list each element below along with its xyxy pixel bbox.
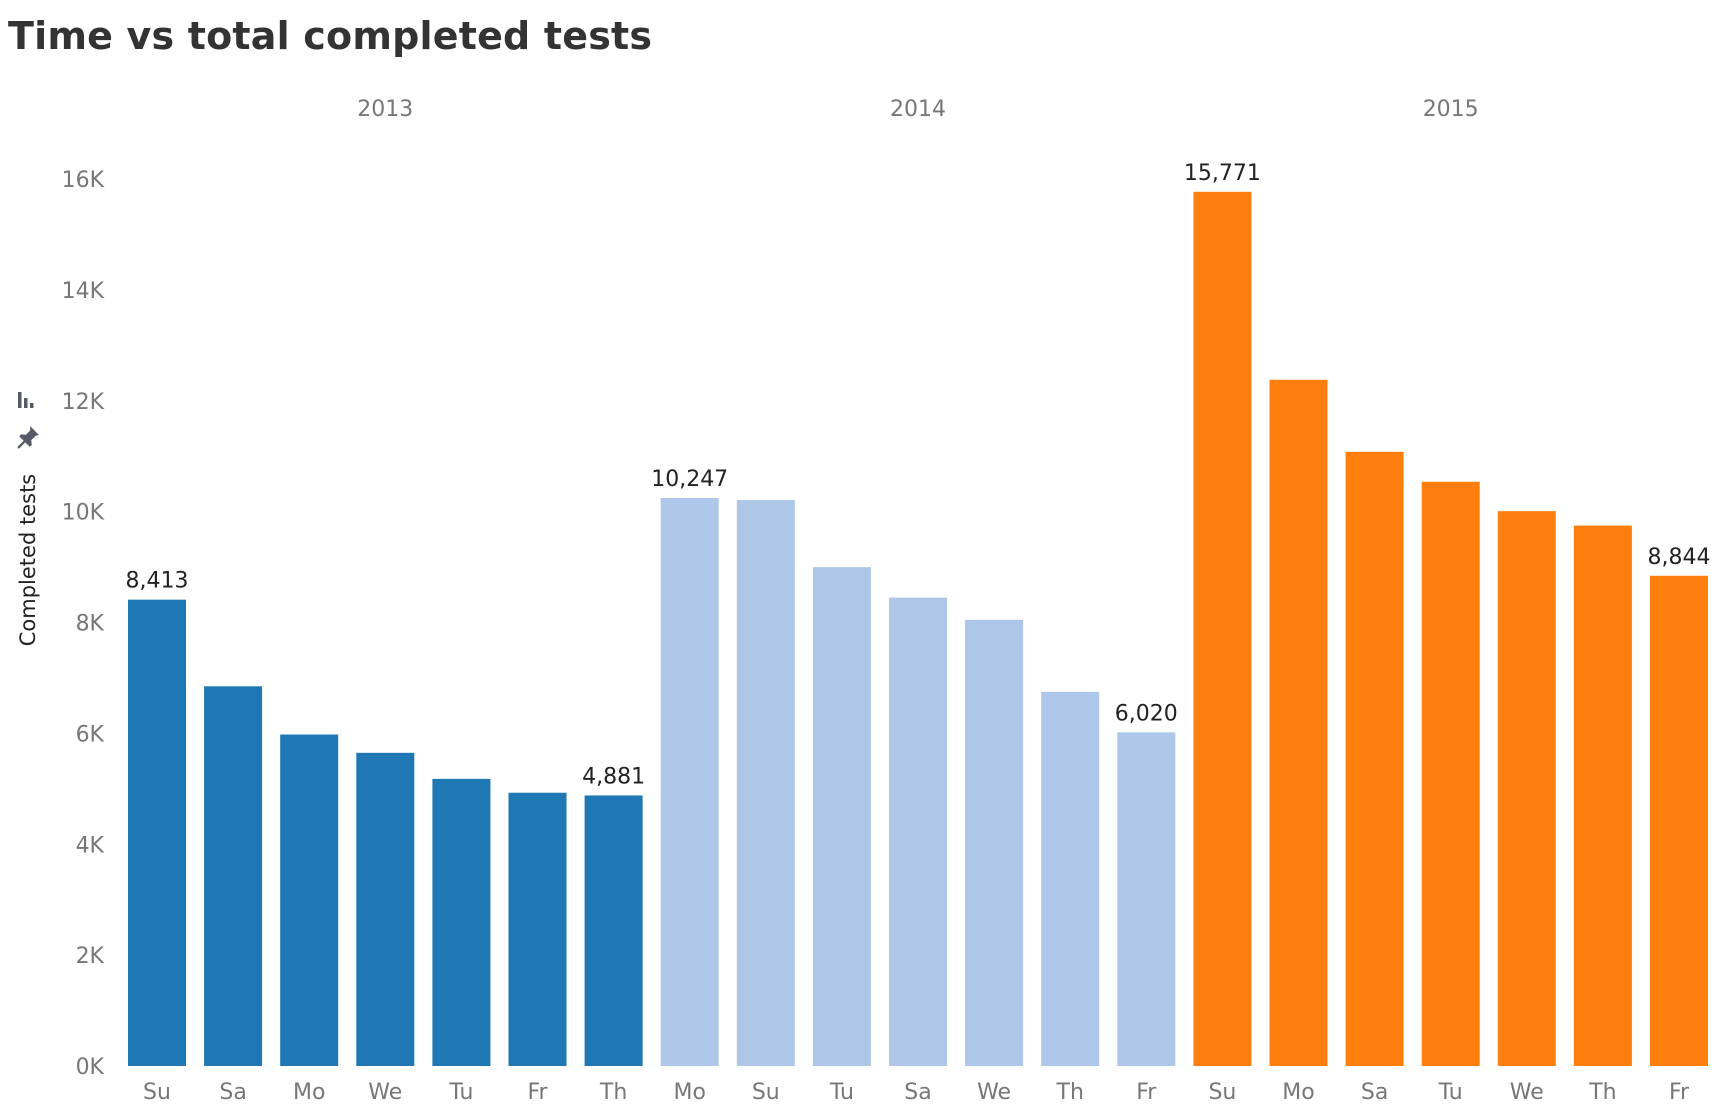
x-tick-label: Su: [1208, 1080, 1236, 1105]
data-label: 6,020: [1115, 701, 1178, 726]
y-tick-label: 4K: [76, 833, 105, 858]
y-tick-label: 14K: [62, 279, 105, 304]
x-tick-label: Su: [752, 1080, 780, 1105]
bar: [1345, 451, 1404, 1067]
bar: [432, 778, 491, 1066]
y-tick-label: 2K: [76, 944, 105, 969]
bar: [1573, 525, 1632, 1066]
y-tick-label: 0K: [76, 1055, 105, 1080]
y-tick-label: 8K: [76, 612, 105, 637]
bar: [280, 734, 339, 1066]
bar: [965, 619, 1024, 1066]
y-tick-label: 16K: [62, 168, 105, 193]
x-tick-label: Fr: [1136, 1080, 1157, 1105]
y-tick-label: 10K: [62, 501, 105, 526]
bar: [1421, 481, 1480, 1066]
x-tick-label: We: [977, 1080, 1011, 1105]
x-tick-label: Tu: [448, 1080, 473, 1105]
bar: [1193, 191, 1252, 1066]
bar: [128, 599, 186, 1066]
x-tick-label: We: [368, 1080, 402, 1105]
pin-icon[interactable]: [15, 424, 41, 454]
x-tick-label: Mo: [1282, 1080, 1314, 1105]
bar: [1117, 732, 1176, 1066]
year-header-2014: 2014: [890, 97, 946, 122]
x-tick-label: Fr: [527, 1080, 548, 1105]
x-tick-label: Sa: [219, 1080, 246, 1105]
data-label: 8,413: [126, 569, 189, 594]
x-tick-label: Tu: [1438, 1080, 1463, 1105]
x-tick-label: Su: [143, 1080, 171, 1105]
bar: [1269, 379, 1328, 1066]
x-tick-label: Mo: [673, 1080, 705, 1105]
x-tick-label: Th: [599, 1080, 627, 1105]
x-tick-label: Mo: [293, 1080, 325, 1105]
bar: [736, 500, 795, 1066]
x-tick-label: Tu: [829, 1080, 854, 1105]
chart-title: Time vs total completed tests: [8, 14, 653, 58]
x-tick-label: Th: [1056, 1080, 1084, 1105]
bar: [660, 498, 719, 1066]
bar: [812, 567, 871, 1066]
data-label: 10,247: [651, 467, 728, 492]
bar: [204, 686, 263, 1066]
year-header-2013: 2013: [357, 97, 413, 122]
x-tick-label: We: [1510, 1080, 1544, 1105]
bar: [356, 752, 415, 1066]
data-label: 4,881: [582, 764, 645, 789]
bar-sort-icon[interactable]: [17, 390, 39, 414]
y-tick-label: 6K: [76, 722, 105, 747]
bar: [889, 597, 947, 1066]
bar: [584, 795, 643, 1066]
x-tick-label: Sa: [904, 1080, 931, 1105]
y-tick-label: 12K: [62, 390, 105, 415]
year-header-2015: 2015: [1423, 97, 1479, 122]
bar: [1041, 691, 1100, 1066]
data-label: 15,771: [1184, 161, 1261, 186]
bar: [1650, 575, 1708, 1066]
x-tick-label: Fr: [1669, 1080, 1690, 1105]
data-label: 8,844: [1648, 545, 1711, 570]
x-tick-label: Th: [1588, 1080, 1616, 1105]
bar: [508, 792, 567, 1066]
bar: [1497, 511, 1556, 1066]
x-tick-label: Sa: [1361, 1080, 1388, 1105]
